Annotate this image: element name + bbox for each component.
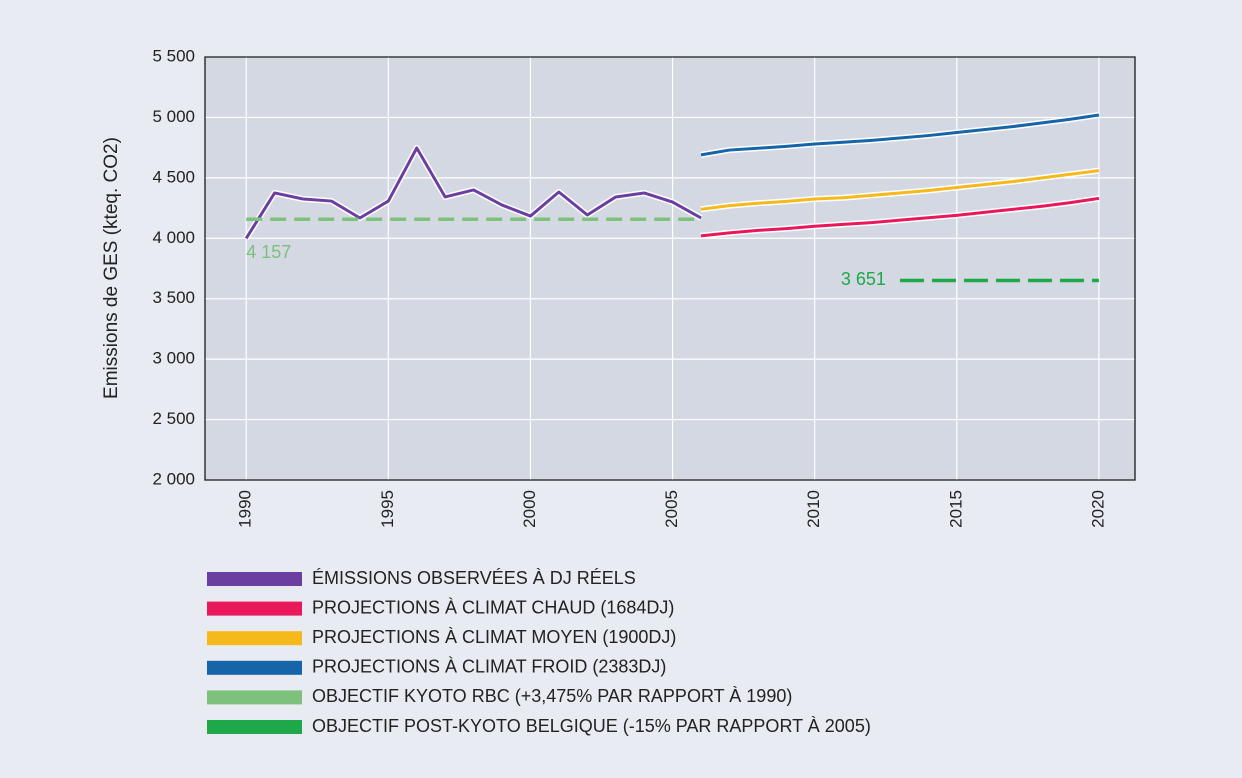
legend-swatch — [207, 572, 302, 586]
y-tick-label: 4 500 — [152, 167, 195, 186]
x-tick-label: 1995 — [378, 490, 397, 528]
x-tick-label: 2015 — [946, 490, 965, 528]
x-tick-label: 1990 — [236, 490, 255, 528]
y-tick-label: 5 000 — [152, 107, 195, 126]
legend-label: PROJECTIONS À CLIMAT CHAUD (1684DJ) — [312, 597, 674, 617]
series-line — [700, 169, 1100, 211]
y-tick-label: 3 500 — [152, 288, 195, 307]
legend-swatch — [207, 660, 302, 675]
x-tick-label: 2020 — [1088, 490, 1107, 528]
legend-label: PROJECTIONS À CLIMAT FROID (2383DJ) — [312, 657, 666, 677]
plot-border — [204, 56, 1136, 481]
series-line — [700, 113, 1100, 157]
value-label: 3 651 — [841, 269, 886, 289]
legend-label: PROJECTIONS À CLIMAT MOYEN (1900DJ) — [312, 627, 676, 647]
y-tick-label: 2 500 — [152, 409, 195, 428]
plot-area — [204, 56, 1136, 481]
series-line — [700, 196, 1100, 238]
legend-label: OBJECTIF POST-KYOTO BELGIQUE (-15% PAR R… — [312, 716, 871, 736]
legend-label: OBJECTIF KYOTO RBC (+3,475% PAR RAPPORT … — [312, 686, 792, 706]
y-tick-label: 4 000 — [152, 228, 195, 247]
legend-swatch — [207, 720, 302, 734]
legend-swatch — [207, 690, 302, 705]
legend-swatch — [207, 601, 302, 616]
y-tick-label: 2 000 — [152, 469, 195, 488]
series-line — [244, 146, 702, 240]
legend-label: ÉMISSIONS OBSERVÉES À DJ RÉELS — [312, 568, 636, 588]
x-tick-label: 2000 — [520, 490, 539, 528]
value-label: 4 157 — [246, 242, 291, 262]
legend-swatch — [207, 631, 302, 646]
x-tick-label: 2005 — [662, 490, 681, 528]
y-axis-title: Emissions de GES (kteq. CO2) — [101, 137, 122, 399]
y-tick-label: 5 500 — [152, 46, 195, 65]
y-tick-label: 3 000 — [152, 349, 195, 368]
x-tick-label: 2010 — [804, 490, 823, 528]
